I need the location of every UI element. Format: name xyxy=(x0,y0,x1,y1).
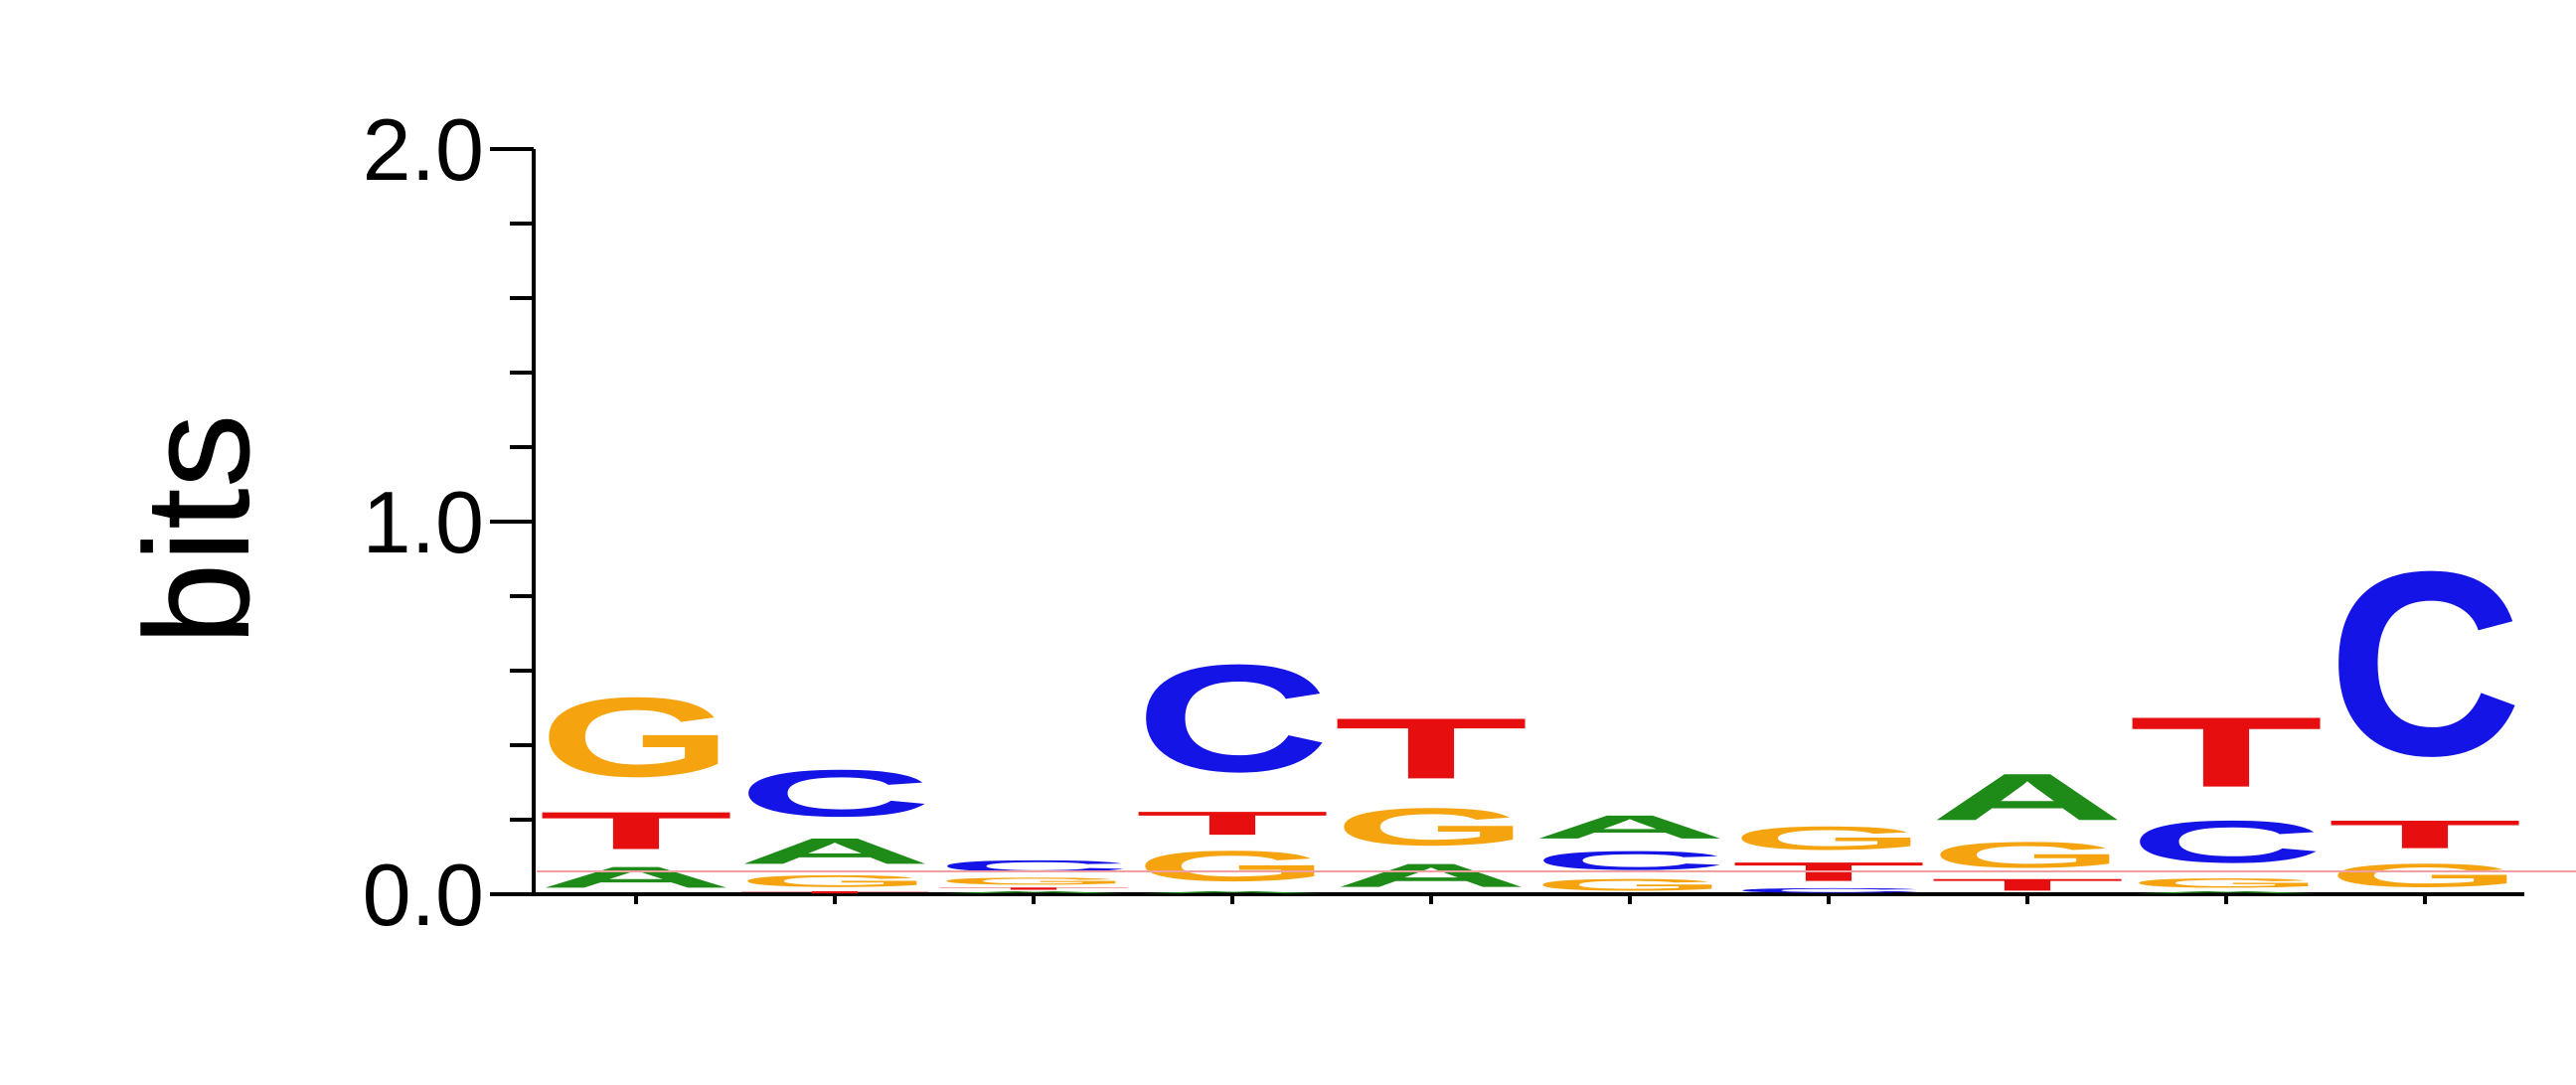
letter-G: G xyxy=(539,675,733,801)
letter-C: C xyxy=(2328,516,2522,810)
letter-T: T xyxy=(2129,697,2324,808)
letter-C: C xyxy=(936,856,1131,875)
y-axis-label: bits xyxy=(113,413,280,645)
letter-C: C xyxy=(2129,808,2324,874)
letter-T: T xyxy=(737,890,932,894)
letter-T: T xyxy=(936,887,1131,891)
stack-position-10: GTC xyxy=(2328,516,2522,893)
letter-G: G xyxy=(1334,797,1529,856)
letter-A: A xyxy=(1334,856,1529,893)
y-tick-label: 0.0 xyxy=(363,846,484,944)
letter-G: G xyxy=(1930,835,2125,875)
y-tick-label: 2.0 xyxy=(363,100,484,199)
letter-G: G xyxy=(1135,842,1330,890)
letter-G: G xyxy=(737,871,932,890)
letter-T: T xyxy=(2328,812,2522,856)
letter-G: G xyxy=(1731,820,1926,856)
stack-position-7: CTG xyxy=(1731,820,1926,894)
y-axis: 0.0 1.0 2.0 xyxy=(363,100,536,944)
letter-A: A xyxy=(539,860,733,894)
stack-position-1: ATG xyxy=(539,675,733,894)
letter-T: T xyxy=(1135,805,1330,842)
letter-T: T xyxy=(1930,875,2125,894)
letter-T: T xyxy=(539,801,733,860)
x-axis xyxy=(532,892,2524,904)
stack-position-6: GCA xyxy=(1532,809,1727,894)
stack-position-8: TGA xyxy=(1930,760,2125,894)
letter-A: A xyxy=(936,890,1131,894)
letter-G: G xyxy=(936,875,1131,886)
letter-G: G xyxy=(2129,875,2324,890)
letter-G: G xyxy=(2328,856,2522,893)
letter-A: A xyxy=(2129,890,2324,894)
letter-A: A xyxy=(1135,890,1330,894)
stack-position-5: AGT xyxy=(1334,699,1529,893)
letter-A: A xyxy=(1532,809,1727,846)
letter-A: A xyxy=(737,831,932,871)
letter-C: C xyxy=(1135,633,1330,804)
letter-C: C xyxy=(1731,886,1926,893)
letter-T: T xyxy=(1334,699,1529,796)
letter-A: A xyxy=(1930,760,2125,835)
y-tick-label: 1.0 xyxy=(363,473,484,571)
letter-C: C xyxy=(737,756,932,831)
letter-G: G xyxy=(1532,875,1727,894)
